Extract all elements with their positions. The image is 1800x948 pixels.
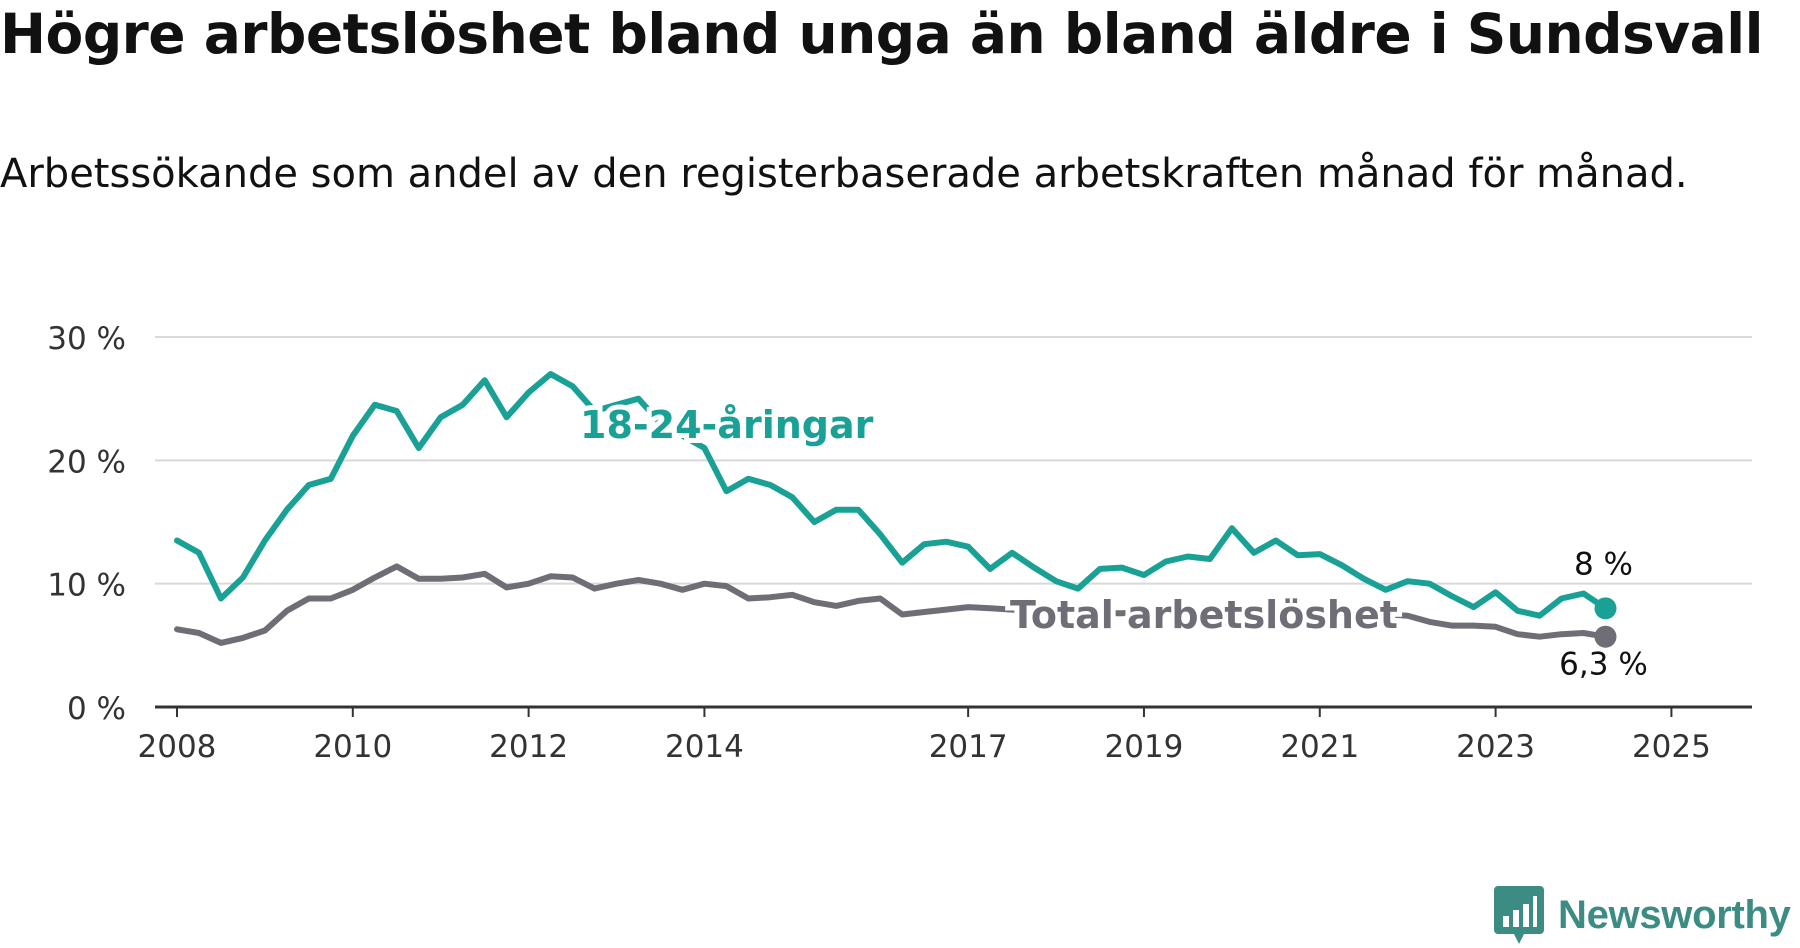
- series-end-point: [1594, 597, 1617, 620]
- series-labels: 18-24-åringar 8 % Total arbetslöshet 6,3 %: [575, 398, 1651, 686]
- brand-name: Newsworthy: [1558, 892, 1791, 937]
- series-name-label: 18-24-åringar: [580, 403, 874, 447]
- series-end-value-label: 6,3 %: [1559, 647, 1648, 683]
- x-tick-label: 2019: [1105, 729, 1184, 765]
- series-end-value-label: 8 %: [1574, 546, 1633, 582]
- y-axis-ticks: 0 % 10 % 20 % 30 %: [47, 321, 126, 727]
- x-axis: 2008 2010 2012 2014 2017 2019 2021 2023 2025: [138, 705, 1752, 765]
- y-tick-label: 30 %: [47, 321, 126, 357]
- line-chart: 0 % 10 % 20 % 30 % 2008 2010 2012 2014 2017 2019…: [47, 321, 1752, 765]
- grid-lines: [155, 336, 1752, 585]
- y-tick-label: 0 %: [67, 691, 126, 727]
- chart-title: Högre arbetslöshet bland unga än bland ä…: [0, 2, 1763, 66]
- x-tick-label: 2010: [313, 729, 392, 765]
- y-tick-label: 20 %: [47, 444, 126, 480]
- chart-subtitle: Arbetssökande som andel av den registerb…: [0, 151, 1688, 197]
- newsworthy-logo-icon: [1494, 886, 1544, 944]
- x-tick-label: 2014: [665, 729, 744, 765]
- x-tick-label: 2017: [929, 729, 1008, 765]
- series-end-point: [1594, 625, 1617, 648]
- x-tick-label: 2008: [138, 729, 217, 765]
- x-tick-label: 2021: [1280, 729, 1359, 765]
- x-tick-label: 2023: [1456, 729, 1535, 765]
- x-tick-label: 2025: [1632, 729, 1711, 765]
- series-line: [174, 563, 1609, 646]
- y-tick-label: 10 %: [47, 568, 126, 604]
- brand-logo: Newsworthy: [1494, 886, 1791, 944]
- x-tick-label: 2012: [489, 729, 568, 765]
- series-line: [174, 371, 1609, 619]
- series-lines: [174, 371, 1617, 648]
- series-name-label: Total arbetslöshet: [1010, 593, 1398, 637]
